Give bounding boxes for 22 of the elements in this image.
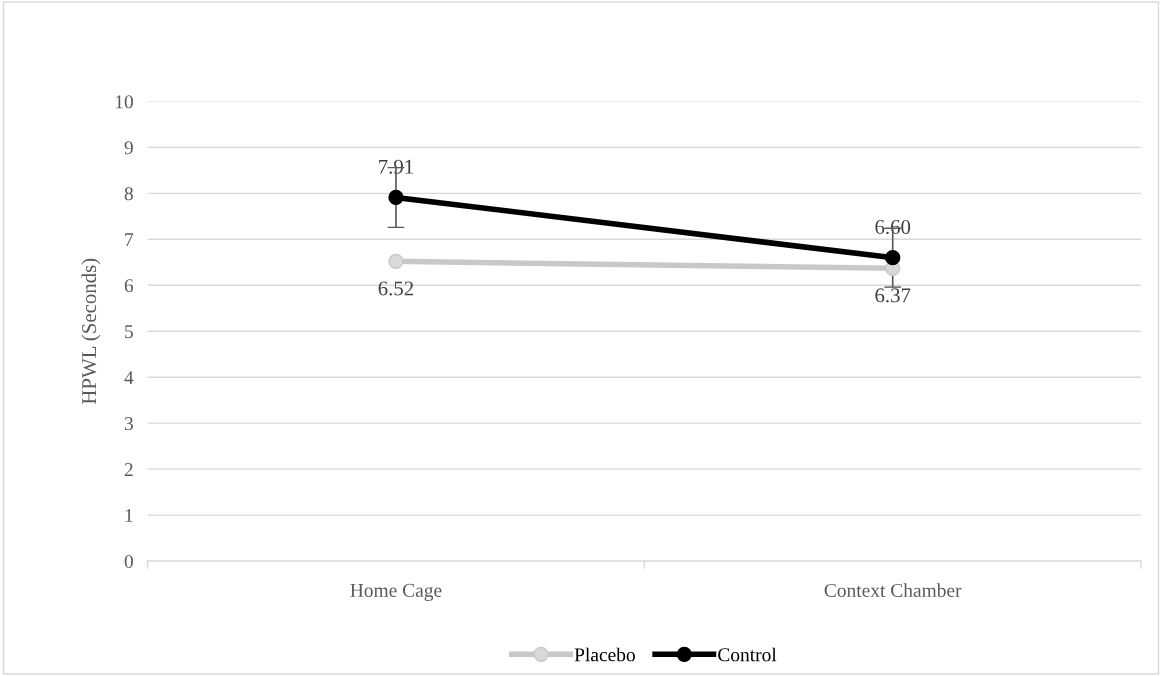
legend-label: Placebo <box>574 647 635 662</box>
point <box>388 189 404 206</box>
y-tick-label: 5 <box>125 325 133 339</box>
y-tick-label: 2 <box>124 463 133 476</box>
y-tick-label: 8 <box>124 187 133 201</box>
y-tick-label: 4 <box>124 371 134 384</box>
y-tick-label: 9 <box>124 141 133 155</box>
y-tick-label: 6 <box>124 279 134 293</box>
y-tick-label: 3 <box>124 417 133 431</box>
data-label: 6.37 <box>875 288 911 303</box>
x-tick-label: Home Cage <box>350 583 442 601</box>
y-tick-label: 10 <box>115 95 133 109</box>
y-axis-title: HPWL (Seconds) <box>81 258 101 405</box>
data-label: 6.60 <box>875 219 911 235</box>
data-label: 6.52 <box>378 281 414 296</box>
y-tick-label: 7 <box>125 233 134 247</box>
point <box>388 253 404 270</box>
legend-label: Control <box>718 647 777 662</box>
y-tick-label: 1 <box>125 509 133 522</box>
x-tick-label: Context Chamber <box>824 583 962 597</box>
point <box>885 250 901 266</box>
y-tick-label: 0 <box>124 554 133 569</box>
